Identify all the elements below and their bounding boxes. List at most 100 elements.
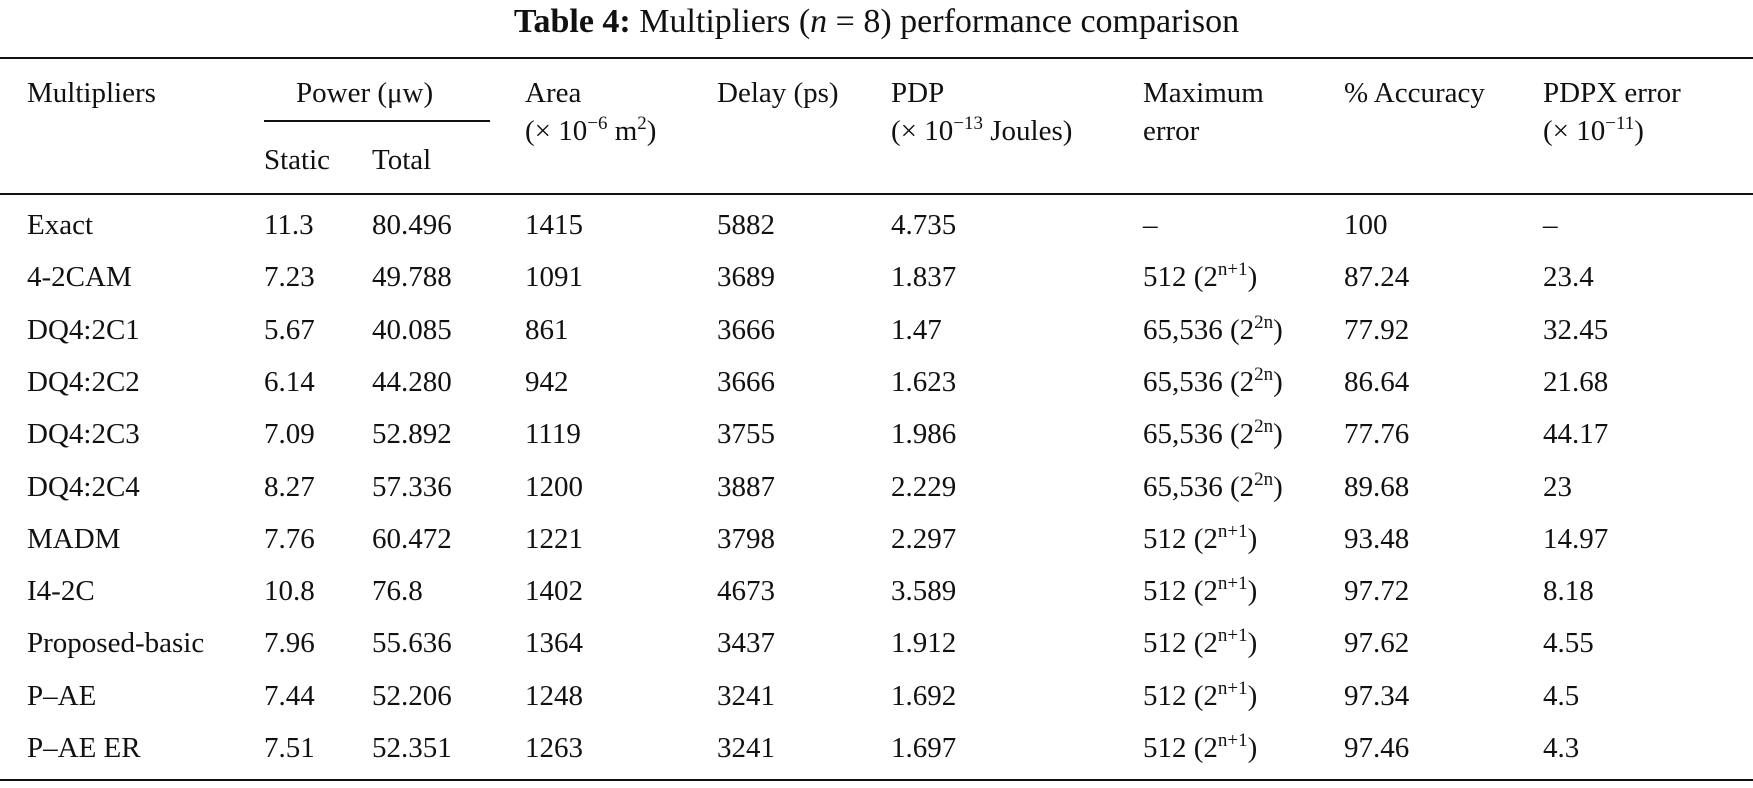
text-segment: Multipliers (27, 77, 156, 109)
table-cell: 512 (2n+1) (1143, 679, 1257, 712)
table-cell: – (1143, 209, 1158, 241)
table-cell: 1415 (525, 209, 583, 241)
text-segment: Area (525, 77, 582, 109)
text-segment: (× 10 (1543, 115, 1606, 147)
table-cell: 55.636 (372, 627, 452, 660)
text-segment: −13 (953, 113, 983, 134)
table-cell: Proposed-basic (27, 627, 205, 660)
table-cell: 60.472 (372, 522, 452, 555)
text-segment: ) (1247, 732, 1258, 764)
table-cell: 3666 (717, 313, 775, 346)
text-segment: Table 4: (513, 3, 631, 40)
top-rule (0, 57, 1753, 59)
text-segment: 2n (1254, 416, 1274, 438)
text-segment: 65,536 (2 (1143, 313, 1255, 346)
text-segment: PDP (891, 77, 945, 109)
table-cell: 1200 (525, 470, 583, 503)
text-segment: 512 (2 (1143, 732, 1218, 764)
text-segment: 512 (2 (1143, 261, 1218, 294)
table-cell: DQ4:2C3 (27, 418, 140, 451)
table-cell: 1402 (525, 575, 583, 608)
text-segment: error (1143, 115, 1200, 147)
text-segment: −6 (587, 113, 608, 134)
table-cell: 52.351 (372, 732, 452, 764)
table-cell: 86.64 (1344, 365, 1410, 398)
text-segment: 2n (1254, 311, 1274, 333)
table-cell: 8.27 (264, 470, 315, 503)
table-cell: 65,536 (22n) (1143, 365, 1283, 398)
text-segment: ) (1247, 627, 1258, 660)
table-cell: I4-2C (27, 575, 95, 608)
text-segment: – (1143, 209, 1158, 241)
header-cell: Multipliers (27, 77, 156, 109)
table-cell: 76.8 (372, 575, 423, 608)
table-cell: 1263 (525, 732, 583, 764)
table-cell: 1.623 (891, 365, 957, 398)
text-segment: n+1 (1217, 625, 1248, 647)
table-cell: 861 (525, 313, 569, 346)
text-segment: ) (1634, 115, 1644, 147)
text-segment: 512 (2 (1143, 575, 1218, 608)
table-cell: 942 (525, 365, 569, 398)
table-cell: P–AE ER (27, 732, 141, 764)
table-cell: 512 (2n+1) (1143, 260, 1258, 294)
text-segment: n+1 (1217, 573, 1248, 595)
table-cell: 52.892 (372, 418, 452, 451)
table-cell: 65,536 (22n) (1143, 311, 1283, 346)
text-segment: 65,536 (2 (1143, 470, 1255, 503)
header-cell: PDPX error (1543, 77, 1681, 109)
table-cell: DQ4:2C1 (27, 313, 140, 346)
table-cell: 100 (1344, 209, 1388, 241)
table-cell: 77.92 (1344, 313, 1410, 346)
table-cell: 3.589 (891, 575, 957, 608)
text-segment: ) (1273, 470, 1283, 503)
table-cell: 7.44 (264, 679, 315, 712)
table-cell: 7.96 (264, 627, 315, 660)
table-cell: 4.55 (1543, 627, 1594, 660)
table-cell: 1119 (525, 418, 581, 451)
table-cell: 1.47 (891, 313, 942, 346)
table-cell: 3887 (717, 470, 775, 503)
text-segment: Total (372, 144, 432, 176)
table-cell: 89.68 (1344, 470, 1410, 503)
table-cell: 3241 (717, 732, 775, 764)
table-cell: 32.45 (1543, 313, 1609, 346)
text-segment: m (607, 115, 638, 147)
table-cell: 4.5 (1543, 679, 1580, 712)
table-cell: Exact (27, 209, 94, 241)
table-cell: 1091 (525, 261, 583, 294)
table-cell: 6.14 (264, 365, 315, 398)
table-cell: 44.17 (1543, 418, 1609, 451)
table-cell: DQ4:2C2 (27, 365, 140, 398)
text-segment: ) (1247, 261, 1258, 294)
table-cell: 80.496 (372, 209, 452, 241)
text-segment: Multipliers ( (630, 3, 811, 40)
header-cell: Power (μw) (296, 77, 433, 109)
text-segment: PDPX error (1543, 77, 1681, 109)
text-segment: n+1 (1217, 730, 1248, 751)
text-segment: (× 10 (525, 115, 588, 147)
table-cell: 8.18 (1543, 575, 1594, 608)
table-cell: 4-2CAM (27, 261, 132, 294)
text-segment: 512 (2 (1143, 627, 1218, 660)
table-cell: P–AE (27, 679, 97, 712)
text-segment: 2n (1254, 468, 1274, 490)
table-cell: 5.67 (264, 313, 315, 346)
table-cell: 4673 (717, 575, 775, 608)
table-cell: 3666 (717, 365, 775, 398)
text-segment: Static (264, 144, 331, 176)
table-cell: 1.986 (891, 418, 957, 451)
table-cell: 52.206 (372, 679, 452, 712)
table-cell: DQ4:2C4 (27, 470, 140, 503)
text-segment: −11 (1605, 113, 1635, 134)
header-cell: PDP (891, 77, 944, 109)
table-title: Table 4: Multipliers (n = 8) performance… (0, 2, 1753, 42)
table-cell: 97.34 (1344, 679, 1410, 712)
table-cell: 512 (2n+1) (1143, 522, 1257, 555)
table-cell: MADM (27, 522, 121, 555)
table-cell: 512 (2n+1) (1143, 625, 1258, 660)
table-cell: 5882 (717, 209, 775, 241)
header-rule (0, 193, 1753, 195)
text-segment: 65,536 (2 (1143, 365, 1255, 398)
